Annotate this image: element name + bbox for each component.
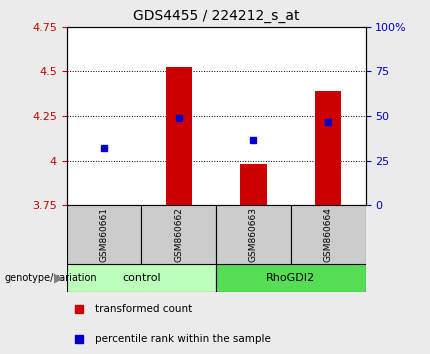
Bar	[216, 264, 366, 292]
Bar	[67, 205, 141, 264]
Bar	[240, 164, 267, 205]
Text: transformed count: transformed count	[95, 304, 192, 314]
Bar	[67, 264, 216, 292]
Title: GDS4455 / 224212_s_at: GDS4455 / 224212_s_at	[133, 9, 299, 23]
Text: GSM860664: GSM860664	[324, 207, 333, 262]
Text: percentile rank within the sample: percentile rank within the sample	[95, 333, 270, 343]
Bar	[315, 91, 341, 205]
Text: genotype/variation: genotype/variation	[4, 273, 97, 283]
Bar	[291, 205, 366, 264]
Bar	[166, 67, 192, 205]
Bar	[216, 205, 291, 264]
Text: ▶: ▶	[54, 272, 64, 284]
Text: GSM860661: GSM860661	[99, 207, 108, 262]
Bar	[141, 205, 216, 264]
Text: GSM860663: GSM860663	[249, 207, 258, 262]
Text: GSM860662: GSM860662	[174, 207, 183, 262]
Text: control: control	[122, 273, 161, 283]
Text: RhoGDI2: RhoGDI2	[266, 273, 315, 283]
